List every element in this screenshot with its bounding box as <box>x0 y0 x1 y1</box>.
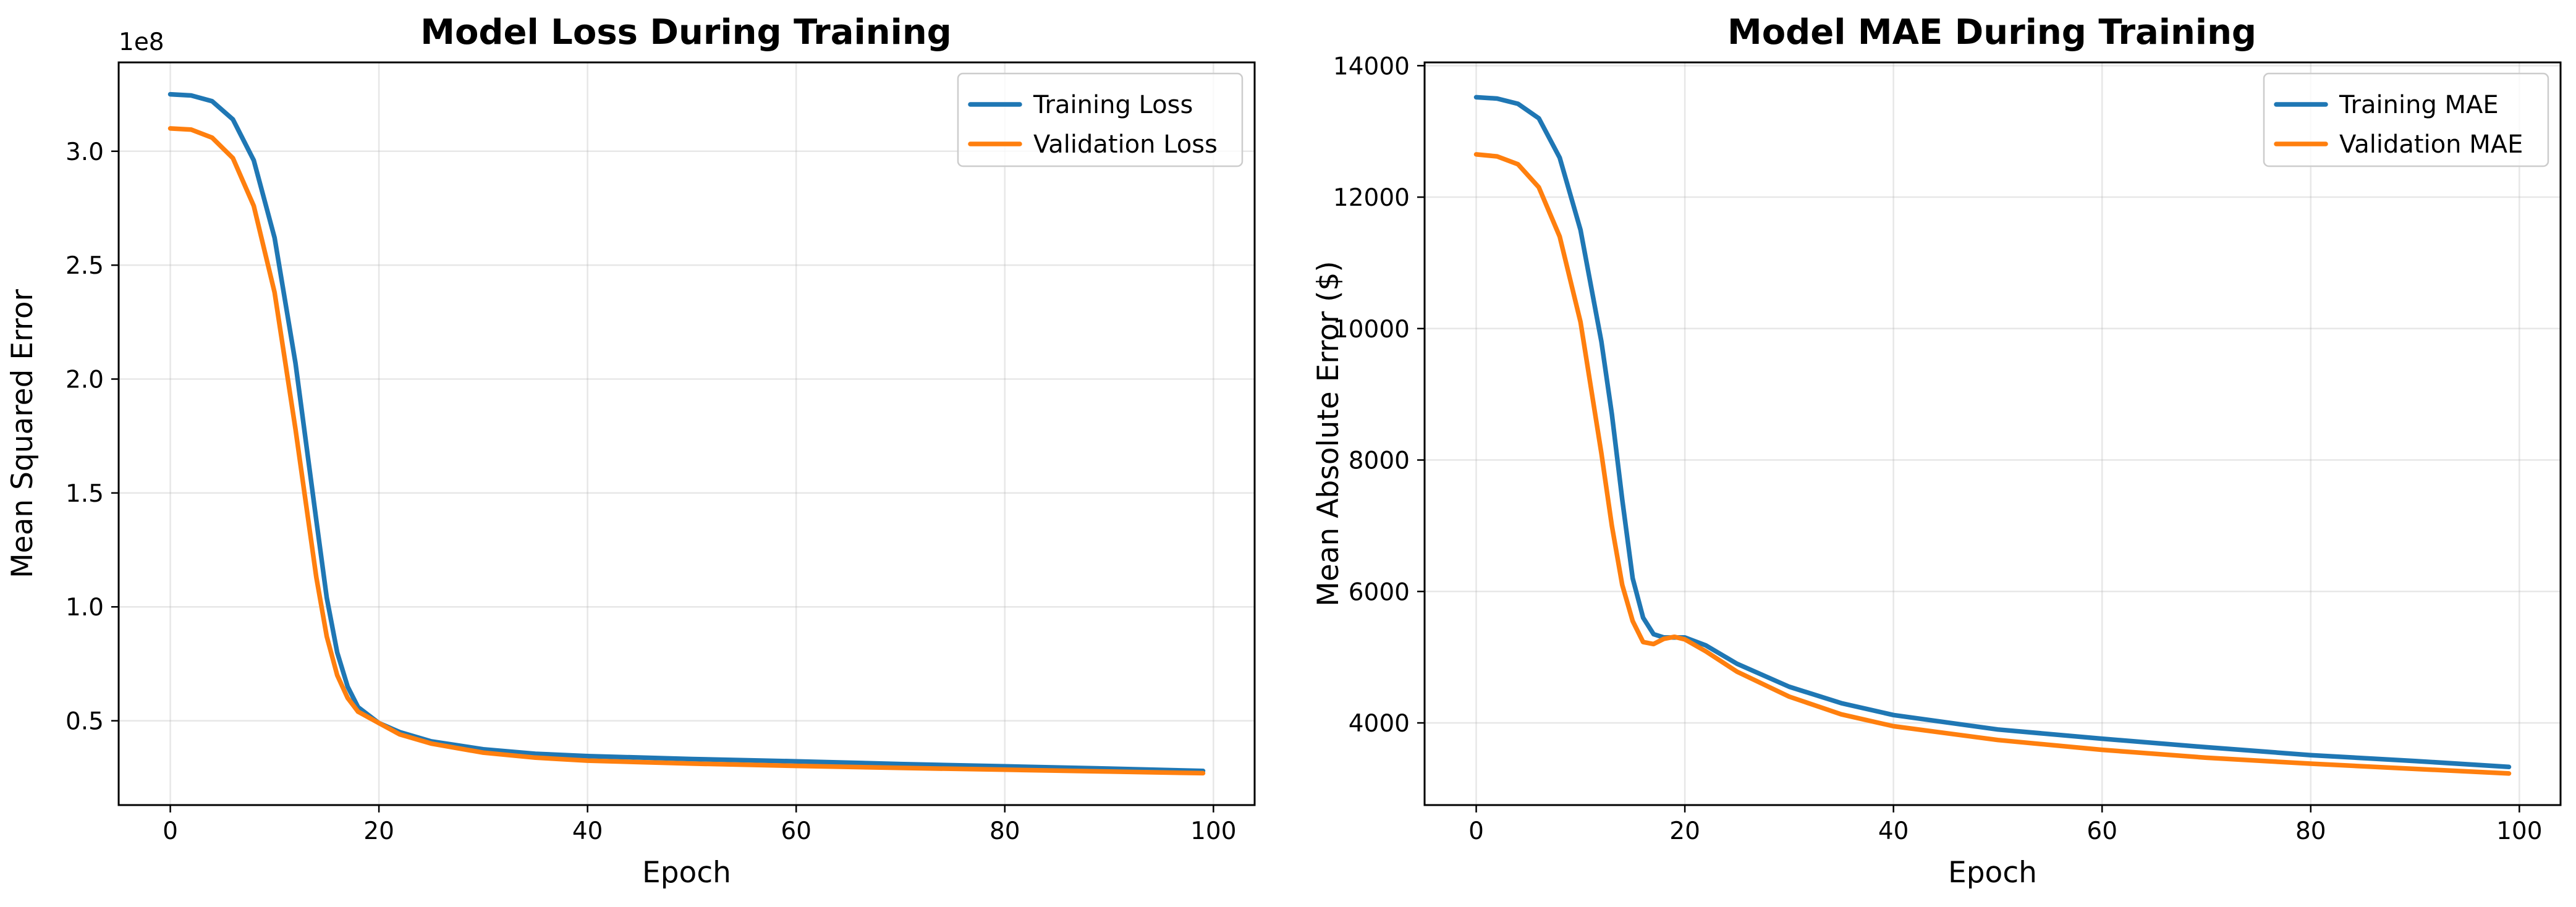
mae-chart: 0 20 40 60 80 100 4000 6000 8000 10000 12000 14000 M… <box>1311 12 2562 890</box>
y-axis-label: Mean Squared Error <box>6 289 40 578</box>
y-tick-label: 0.5 <box>66 708 104 736</box>
y-tick-label: 10000 <box>1333 316 1410 344</box>
x-tick-label: 20 <box>363 817 394 845</box>
x-tick-label: 80 <box>989 817 1020 845</box>
legend-box <box>957 72 1244 167</box>
x-tick-label: 60 <box>781 817 811 845</box>
y-tick-label: 1.5 <box>66 480 104 508</box>
y-tick-label: 12000 <box>1333 184 1410 212</box>
legend-label: Training MAE <box>2339 91 2499 119</box>
series-line-validation <box>167 126 1206 776</box>
y-tick-label: 1.0 <box>66 594 104 622</box>
series-line-training <box>167 91 1206 774</box>
x-tick-label: 40 <box>1878 817 1909 845</box>
y-tick-label: 3.0 <box>66 138 104 166</box>
x-tick-label: 100 <box>2496 817 2542 845</box>
x-tick-label: 0 <box>163 817 178 845</box>
y-tick-label: 8000 <box>1349 447 1410 475</box>
x-tick-label: 60 <box>2087 817 2117 845</box>
y-tick-label: 2.5 <box>66 252 104 280</box>
legend-box <box>2263 72 2549 167</box>
loss-chart: 0 20 40 60 80 100 0.5 1.0 1.5 2.0 2.5 3.0 1e8 Model L… <box>6 12 1256 890</box>
legend-label: Validation Loss <box>1033 130 1218 159</box>
plot-frame <box>1423 61 2562 806</box>
x-axis-label: Epoch <box>642 856 731 890</box>
x-tick-label: 40 <box>572 817 603 845</box>
chart-title: Model Loss During Training <box>420 12 952 53</box>
series-line-validation <box>1473 152 2512 776</box>
x-tick-label: 100 <box>1190 817 1236 845</box>
y-axis-label: Mean Absolute Error ($) <box>1311 261 1345 606</box>
y-tick-label: 2.0 <box>66 366 104 394</box>
y-tick-label: 14000 <box>1333 53 1410 80</box>
x-tick-label: 20 <box>1669 817 1700 845</box>
legend-label: Training Loss <box>1033 91 1193 119</box>
y-tick-label: 4000 <box>1349 710 1410 738</box>
legend-label: Validation MAE <box>2339 130 2523 159</box>
y-tick-label: 6000 <box>1349 578 1410 606</box>
x-tick-label: 0 <box>1468 817 1484 845</box>
x-axis-label: Epoch <box>1948 856 2037 890</box>
y-offset-text: 1e8 <box>119 28 164 56</box>
plot-frame <box>117 61 1256 806</box>
legend: Training MAE Validation MAE <box>2263 72 2549 167</box>
legend: Training Loss Validation Loss <box>957 72 1244 167</box>
x-tick-label: 80 <box>2295 817 2326 845</box>
chart-title: Model MAE During Training <box>1727 12 2256 53</box>
